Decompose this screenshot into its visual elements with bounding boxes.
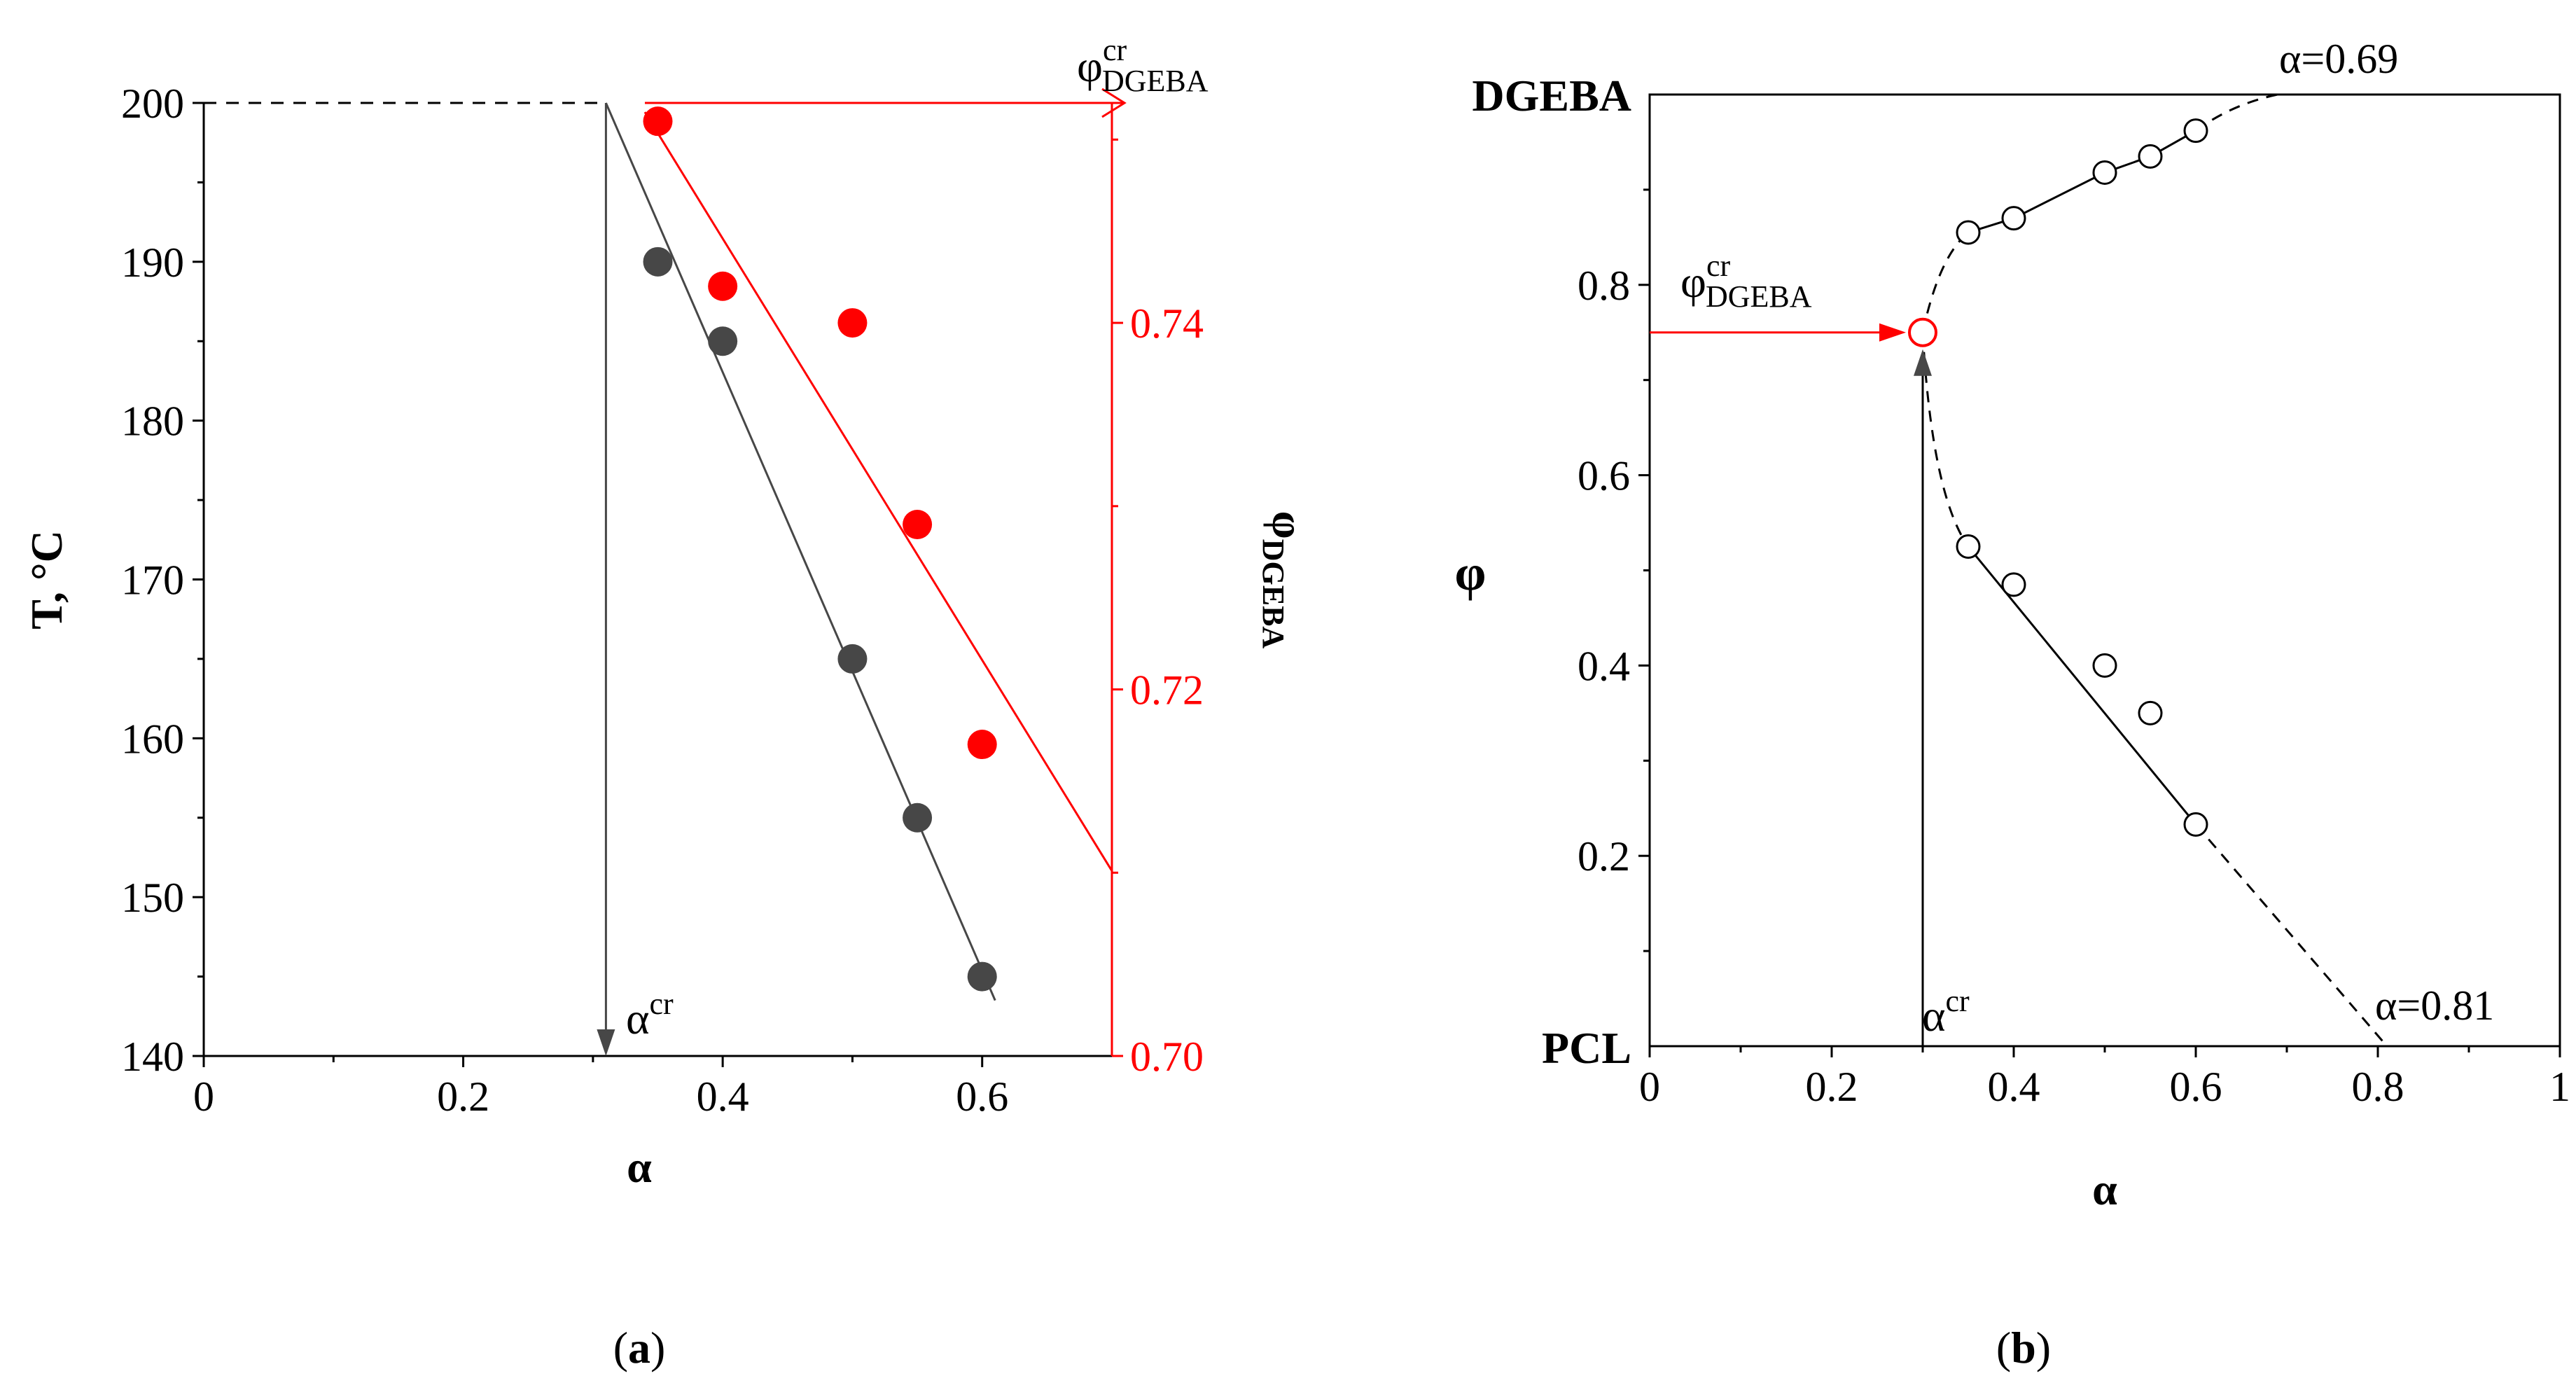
panel-a-alpha-cr-main: α	[626, 994, 650, 1043]
panel-b-y-top-label: DGEBA	[1472, 71, 1631, 120]
panel-a-alpha-cr-label: αcr	[626, 987, 674, 1043]
panel-b-y-tick-label: 0.6	[1578, 453, 1630, 499]
panel-b-x-tick-label: 0.8	[2352, 1064, 2404, 1110]
panel-b-lower-point	[2001, 572, 2026, 597]
panel-a-alpha-cr-arrowhead	[597, 1029, 615, 1056]
panel-b-alpha-cr-main: α	[1922, 991, 1946, 1041]
panel-b-upper-point	[2138, 144, 2163, 169]
panel-a-y2-tick-label: 0.74	[1130, 300, 1204, 347]
panel-b-lower-point	[2138, 700, 2163, 725]
panel-b-upper-dashed-start	[1921, 231, 1969, 333]
panel-a-x-axis-title: α	[627, 1142, 652, 1192]
panel-a-phi-cr-sup: cr	[1103, 33, 1127, 67]
panel-a-phi-point	[967, 730, 997, 760]
panel-a-fit-line-phi	[643, 111, 1113, 872]
panel-a-y2-tick-label: 0.72	[1130, 667, 1204, 714]
panel-a-phi-point	[643, 106, 673, 137]
panel-a-phi-cr-arrowhead	[1101, 88, 1127, 118]
panel-b-label: (b)	[1996, 1323, 2051, 1372]
panel-a-y-axis-title: T, °C	[22, 530, 71, 630]
panel-a-alpha-cr-sup: cr	[650, 987, 674, 1021]
panel-a-y-tick-label: 170	[121, 557, 184, 604]
panel-a-phi-cr-label: φcr DGEBA	[1077, 33, 1209, 98]
panel-b-alpha-cr-arrowhead	[1914, 349, 1932, 376]
panel-b-lower-point	[1956, 534, 1981, 560]
panel-b-ticks: 0 0.2 0.4 0.6 0.8 1 0.2 0.4 0.6 0.8	[1578, 188, 2570, 1110]
panel-b-x-tick-label: 0	[1639, 1064, 1660, 1110]
panel-b-x-tick-label: 0.6	[2170, 1064, 2222, 1110]
panel-b-phi-cr-sub: DGEBA	[1706, 279, 1812, 314]
panel-a-y-tick-label: 190	[121, 239, 184, 286]
panel-a-x-tick-label: 0.4	[697, 1073, 749, 1120]
panel-b-lower-point	[2092, 653, 2117, 678]
panel-b-lower-dashed-start	[1921, 332, 1970, 548]
panel-a-y2-axis-title-main: φ	[1263, 511, 1313, 539]
panel-b-y-axis-title: φ	[1455, 545, 1487, 601]
panel-a-phi-point	[837, 308, 868, 338]
panel-b-y-tick-label: 0.8	[1578, 263, 1630, 309]
panel-b-alpha-cr-sup: cr	[1946, 984, 1970, 1018]
panel-a-phi-point	[708, 271, 738, 301]
panel-b-data-marks	[1908, 118, 2208, 837]
panel-a-x-tick-label: 0.2	[437, 1073, 489, 1120]
panel-b-phi-cr-label: φcr DGEBA	[1680, 249, 1812, 314]
panel-b-phi-cr-sup: cr	[1706, 249, 1731, 283]
panel-a-phi-cr-main: φ	[1077, 41, 1103, 91]
panel-a-y-tick-label: 160	[121, 716, 184, 762]
panel-b-alpha-081-label: α=0.81	[2375, 982, 2494, 1029]
panel-b-plot-frame	[1648, 93, 2561, 1048]
panel-b-lower-dashed-end	[2194, 823, 2388, 1047]
panel-a-t-point	[903, 802, 933, 833]
panel-b-upper-point	[2183, 118, 2208, 144]
panel-b-upper-point	[1956, 220, 1981, 245]
panel-a-t-point	[643, 246, 673, 277]
panel-b-y-bottom-label: PCL	[1542, 1023, 1631, 1073]
panel-a-t-point	[837, 644, 868, 674]
panel-b-critical-point	[1908, 317, 1937, 347]
panel-a-x-tick-label: 0.6	[956, 1073, 1008, 1120]
panel-b-y-tick-label: 0.4	[1578, 643, 1630, 689]
panel-a-phi-cr-sub: DGEBA	[1102, 64, 1209, 98]
panel-b-alpha-cr-label: αcr	[1922, 984, 1970, 1041]
panel-b-alpha-069-label: α=0.69	[2279, 36, 2398, 82]
panel-b-x-axis-title: α	[2092, 1165, 2117, 1214]
panel-a-t-point	[967, 961, 997, 992]
panel-b-upper-point	[2092, 160, 2117, 185]
panel-b-upper-dashed-end	[2195, 93, 2278, 132]
panel-a-y-tick-label: 180	[121, 398, 184, 445]
panel-a-t-point	[708, 326, 738, 356]
panel-a-y2-axis-title-sub: DGEBA	[1256, 539, 1290, 649]
panel-b-x-tick-label: 0.4	[1988, 1064, 2040, 1110]
panel-b-phi-cr-arrowhead	[1879, 323, 1906, 342]
panel-b-phi-cr-main: φ	[1680, 257, 1706, 307]
panel-a-y2-tick-label: 0.70	[1130, 1034, 1204, 1080]
panel-a: 0 0.2 0.4 0.6 140 150 160 170 180 190 200 0.70 0.72 0…	[22, 33, 1313, 1372]
panel-a-y-tick-label: 150	[121, 875, 184, 921]
panel-a-label: (a)	[613, 1323, 666, 1372]
panel-b-lower-point	[2183, 812, 2208, 837]
panel-b-x-tick-label: 1	[2549, 1064, 2570, 1110]
panel-a-x-tick-label: 0	[193, 1073, 214, 1120]
panel-b-y-tick-label: 0.2	[1578, 833, 1630, 880]
panel-a-phi-point	[903, 509, 933, 539]
panel-a-y2-axis-title: φDGEBA	[1256, 511, 1313, 649]
panel-b-x-tick-label: 0.2	[1806, 1064, 1858, 1110]
panel-a-y-tick-label: 200	[121, 81, 184, 127]
panel-b: 0 0.2 0.4 0.6 0.8 1 0.2 0.4 0.6 0.8 φ α DGEBA PCL…	[1455, 36, 2570, 1372]
panel-a-data-marks	[643, 106, 997, 992]
panel-a-y-tick-label: 140	[121, 1034, 184, 1080]
panel-a-ticks: 0 0.2 0.4 0.6 140 150 160 170 180 190 200 0.70 0.72 0…	[121, 81, 1204, 1120]
panel-b-upper-point	[2001, 206, 2026, 231]
panel-a-fit-line-t	[605, 102, 996, 1001]
